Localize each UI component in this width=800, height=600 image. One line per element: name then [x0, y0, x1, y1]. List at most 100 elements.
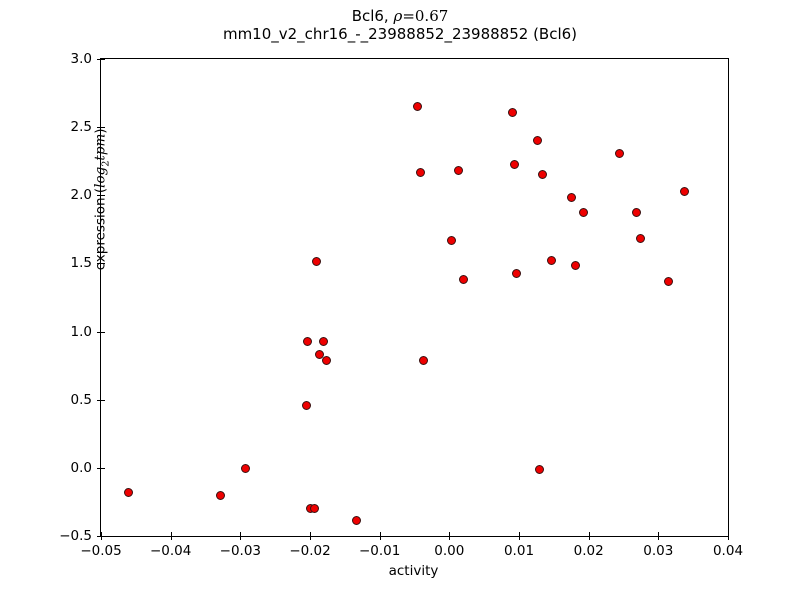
x-tick-mark-inner [728, 532, 729, 536]
y-tick-label: 0.5 [70, 391, 92, 408]
y-axis-label-prefix: expression ( [92, 187, 109, 271]
x-tick-label: −0.04 [149, 543, 192, 559]
data-point [123, 487, 133, 497]
y-tick-mark-inner [101, 331, 105, 333]
y-tick-mark [97, 331, 101, 333]
rho-symbol: ρ [393, 7, 403, 25]
y-tick-mark [97, 59, 101, 60]
data-point [510, 160, 520, 170]
x-tick-label: 0.00 [434, 543, 465, 559]
y-axis-label-log: log [92, 166, 109, 188]
x-tick-mark-inner [170, 532, 172, 536]
x-tick-label: 0.04 [712, 543, 744, 559]
data-point [614, 149, 624, 159]
data-point [415, 168, 425, 178]
x-tick-mark-inner [588, 532, 590, 536]
y-axis-label-suffix: ) [92, 128, 109, 134]
x-tick-mark-inner [310, 532, 311, 536]
rho-equals: = [402, 7, 415, 25]
y-tick-mark-inner [101, 467, 105, 469]
x-tick-mark-inner [519, 532, 520, 536]
data-point [546, 255, 556, 265]
x-tick-mark-inner [449, 532, 451, 536]
x-tick-mark-inner [240, 532, 242, 536]
x-tick-mark-inner [379, 532, 381, 536]
data-point [578, 207, 588, 217]
y-tick-mark [97, 536, 101, 537]
x-tick-label: −0.02 [289, 543, 331, 559]
title-line-region: mm10_v2_chr16_-_23988852_23988852 (Bcl6) [222, 24, 578, 43]
data-point [240, 464, 250, 474]
data-point [632, 207, 642, 217]
data-point [302, 401, 312, 411]
y-tick-mark-inner [101, 59, 105, 60]
data-point [419, 356, 429, 366]
x-tick-mark [101, 536, 102, 540]
x-tick-mark [588, 536, 590, 540]
y-tick-mark [97, 263, 101, 265]
y-axis-label-sub: 2 [100, 160, 112, 167]
data-point [507, 108, 517, 118]
x-tick-mark [449, 536, 451, 540]
x-tick-mark-inner [658, 532, 660, 536]
y-tick-mark-inner [101, 127, 105, 129]
y-tick-label: −0.5 [59, 528, 92, 544]
data-point [319, 337, 329, 347]
x-tick-mark [240, 536, 242, 540]
x-tick-label: −0.05 [80, 543, 122, 559]
data-point [459, 274, 469, 284]
y-tick-mark-inner [101, 263, 105, 265]
data-point [303, 337, 313, 347]
x-tick-label: −0.03 [219, 543, 262, 559]
y-tick-mark-inner [101, 195, 105, 197]
data-point [310, 504, 320, 514]
x-tick-label: −0.01 [358, 543, 401, 559]
y-tick-label: 2.0 [70, 187, 92, 204]
y-tick-mark [97, 399, 101, 401]
data-point [567, 192, 577, 202]
x-tick-mark [170, 536, 172, 540]
data-point [322, 356, 332, 366]
x-tick-mark [658, 536, 660, 540]
x-tick-mark [728, 536, 729, 540]
y-tick-label: 0.0 [70, 459, 92, 476]
data-point [412, 101, 422, 111]
data-point [311, 256, 321, 266]
y-tick-label: 1.0 [70, 323, 92, 340]
data-point [352, 515, 362, 525]
y-tick-label: 1.5 [70, 255, 92, 272]
data-point [216, 490, 226, 500]
figure-title: Bcl6, ρ=0.67 mm10_v2_chr16_-_23988852_23… [0, 7, 800, 43]
data-point [570, 260, 580, 270]
x-tick-mark [379, 536, 381, 540]
y-axis-label: expression (log2tpm) [93, 89, 112, 309]
y-tick-mark-inner [101, 536, 105, 537]
data-point [538, 169, 548, 179]
y-tick-label: 2.5 [70, 119, 92, 136]
data-point [535, 465, 545, 475]
plot-data-area [101, 59, 728, 536]
x-tick-label: 0.03 [643, 543, 674, 559]
data-point [315, 349, 325, 359]
data-point [663, 277, 673, 287]
x-axis-label: activity [388, 563, 439, 579]
data-point [635, 233, 645, 243]
x-tick-label: 0.01 [503, 543, 535, 559]
y-tick-mark [97, 127, 101, 129]
title-line-gene-rho: Bcl6, ρ=0.67 [0, 7, 800, 26]
y-tick-label: 3.0 [70, 51, 92, 67]
y-tick-mark-inner [101, 399, 105, 401]
data-point [512, 269, 522, 279]
x-tick-mark-inner [101, 532, 102, 536]
title-gene-prefix: Bcl6, [351, 7, 394, 25]
y-tick-mark [97, 195, 101, 197]
data-point [533, 135, 543, 145]
data-point [446, 236, 456, 246]
plot-axes: −0.5 0.0 0.5 1.0 1.5 2.0 2.5 3.0 −0.05 −0.04 −0.03… [59, 51, 743, 559]
rho-value: 0.67 [414, 7, 449, 25]
y-axis-label-unit: tpm [92, 133, 109, 161]
x-tick-mark [519, 536, 520, 540]
data-point [679, 187, 689, 197]
x-tick-mark [310, 536, 311, 540]
